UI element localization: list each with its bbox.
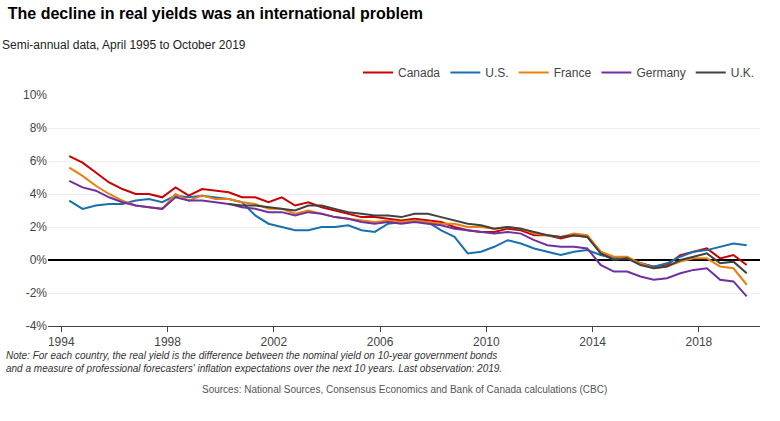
svg-text:France: France <box>554 66 592 80</box>
svg-text:1994: 1994 <box>48 335 75 349</box>
svg-text:U.S.: U.S. <box>485 66 508 80</box>
svg-text:2006: 2006 <box>367 335 394 349</box>
svg-text:Semi-annual data, April 1995 t: Semi-annual data, April 1995 to October … <box>2 38 246 52</box>
svg-text:6%: 6% <box>30 154 48 168</box>
svg-text:2018: 2018 <box>686 335 713 349</box>
svg-text:-4%: -4% <box>26 319 48 333</box>
svg-text:10%: 10% <box>23 88 47 102</box>
svg-text:2010: 2010 <box>473 335 500 349</box>
svg-text:2%: 2% <box>30 220 48 234</box>
svg-text:Note: For each country, the re: Note: For each country, the real yield i… <box>6 350 502 374</box>
svg-text:The decline in real yields was: The decline in real yields was an intern… <box>8 5 423 22</box>
svg-text:2014: 2014 <box>579 335 606 349</box>
svg-text:1998: 1998 <box>154 335 181 349</box>
svg-text:U.K.: U.K. <box>731 66 754 80</box>
svg-text:8%: 8% <box>30 121 48 135</box>
svg-text:Canada: Canada <box>398 66 440 80</box>
svg-text:Germany: Germany <box>636 66 685 80</box>
svg-text:0%: 0% <box>30 253 48 267</box>
svg-text:-2%: -2% <box>26 286 48 300</box>
svg-text:Sources: National Sources, Con: Sources: National Sources, Consensus Eco… <box>202 384 607 395</box>
svg-text:2002: 2002 <box>260 335 287 349</box>
svg-text:4%: 4% <box>30 187 48 201</box>
